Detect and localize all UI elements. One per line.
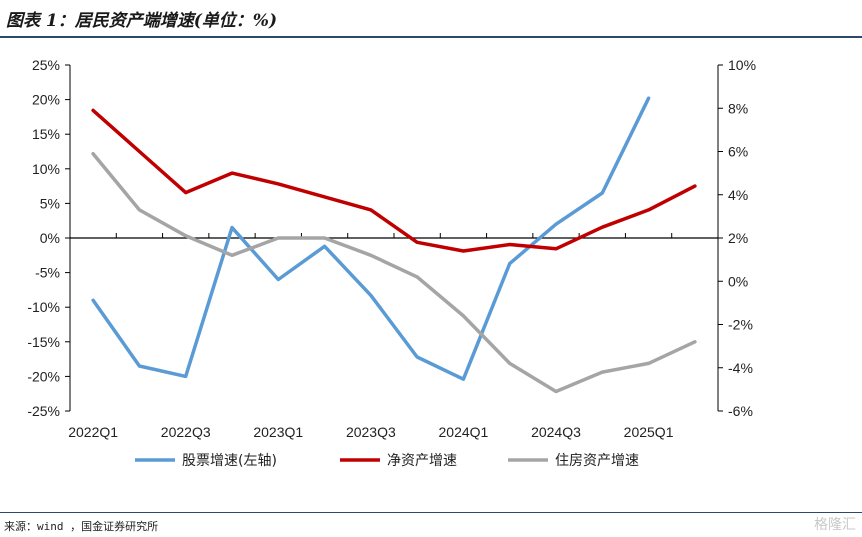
left-axis-tick-label: 0% <box>40 230 60 246</box>
x-axis-tick-label: 2024Q1 <box>439 424 489 440</box>
series-line-1 <box>91 96 651 381</box>
left-axis-tick-label: 15% <box>32 126 60 142</box>
right-axis-tick-label: 2% <box>728 230 748 246</box>
right-axis-tick-label: 4% <box>728 187 748 203</box>
right-axis-tick-label: -2% <box>728 317 753 333</box>
right-axis-tick-label: 0% <box>728 273 748 289</box>
right-axis-tick-label: 6% <box>728 144 748 160</box>
series-line-2 <box>91 108 697 253</box>
left-axis-tick-label: 10% <box>32 161 60 177</box>
x-axis-tick-label: 2025Q1 <box>624 424 674 440</box>
watermark-logo: 格隆汇 <box>814 517 856 533</box>
x-axis-tick-label: 2024Q3 <box>531 424 581 440</box>
left-axis-tick-label: 5% <box>40 195 60 211</box>
chart-title: 图表 1：居民资产端增速(单位：%) <box>6 11 277 31</box>
source-note: 来源：wind ，国金证券研究所 <box>4 520 159 533</box>
series-line-3 <box>91 151 697 394</box>
right-axis-tick-label: 8% <box>728 100 748 116</box>
left-axis-tick-label: -10% <box>27 299 60 315</box>
right-axis-tick-label: 10% <box>728 57 756 73</box>
left-axis-tick-label: -20% <box>27 368 60 384</box>
legend-label-3: 住房资产增速 <box>555 453 639 469</box>
legend-label-2: 净资产增速 <box>387 453 457 469</box>
x-axis-tick-label: 2023Q3 <box>346 424 396 440</box>
x-axis-tick-label: 2023Q1 <box>253 424 303 440</box>
x-axis-tick-label: 2022Q3 <box>161 424 211 440</box>
left-axis-tick-label: 20% <box>32 92 60 108</box>
x-axis-tick-label: 2022Q1 <box>68 424 118 440</box>
chart: 25% 20% 15% 10% 5% 0% -5% -10% -15% -20% -25% 10% 8%… <box>27 57 756 469</box>
title-bar: 图表 1：居民资产端增速(单位：%) <box>0 0 862 38</box>
left-axis-tick-label: -25% <box>27 403 60 419</box>
left-axis-tick-label: 25% <box>32 57 60 73</box>
legend-label-1: 股票增速(左轴) <box>182 453 277 469</box>
right-axis-tick-label: -6% <box>728 403 753 419</box>
left-axis-tick-label: -15% <box>27 334 60 350</box>
footer-divider <box>0 512 862 513</box>
right-axis-tick-label: -4% <box>728 360 753 376</box>
left-axis-tick-label: -5% <box>35 265 60 281</box>
